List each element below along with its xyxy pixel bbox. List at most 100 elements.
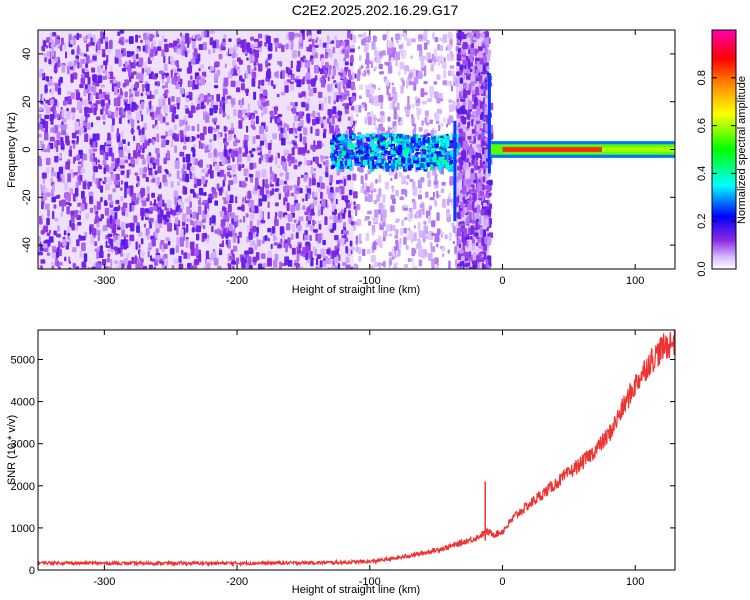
noise-cell xyxy=(135,34,139,43)
noise-cell xyxy=(207,92,211,97)
noise-cell xyxy=(480,85,485,89)
noise-cell xyxy=(56,251,60,258)
x-tick-label: -300 xyxy=(93,275,115,287)
signal-cell xyxy=(337,162,342,167)
noise-cell xyxy=(463,67,468,74)
noise-cell xyxy=(47,100,51,106)
noise-cell xyxy=(88,135,92,139)
noise-cell xyxy=(169,55,174,62)
noise-cell xyxy=(56,100,59,108)
signal-cell xyxy=(394,138,399,144)
noise-cell xyxy=(251,78,256,87)
noise-cell xyxy=(230,212,236,219)
noise-cell xyxy=(284,214,288,219)
noise-cell xyxy=(488,217,493,225)
noise-cell xyxy=(96,201,101,210)
noise-cell xyxy=(362,32,367,38)
signal-cell xyxy=(390,136,394,141)
x-tick-label: -100 xyxy=(359,576,381,588)
noise-cell xyxy=(483,55,488,64)
signal-cell xyxy=(398,137,401,141)
noise-cell xyxy=(145,177,149,183)
noise-cell xyxy=(38,113,42,119)
noise-cell xyxy=(46,167,50,174)
noise-cell xyxy=(389,129,392,134)
noise-cell xyxy=(364,103,368,112)
noise-cell xyxy=(202,224,206,230)
noise-cell xyxy=(194,258,200,266)
noise-cell xyxy=(258,198,263,207)
noise-cell xyxy=(306,160,311,166)
noise-cell xyxy=(114,158,117,167)
noise-cell xyxy=(93,107,97,116)
noise-cell xyxy=(253,243,258,250)
noise-cell xyxy=(208,49,211,55)
noise-cell xyxy=(209,217,212,226)
noise-cell xyxy=(235,139,241,143)
noise-cell xyxy=(411,114,414,119)
noise-cell xyxy=(100,213,104,219)
noise-cell xyxy=(394,246,397,252)
noise-cell xyxy=(214,117,218,123)
noise-cell xyxy=(84,133,89,142)
noise-cell xyxy=(350,33,353,41)
noise-cell xyxy=(174,145,177,154)
noise-cell xyxy=(83,107,86,112)
noise-cell xyxy=(82,196,86,204)
noise-cell xyxy=(267,201,270,209)
noise-cell xyxy=(219,230,223,237)
noise-cell xyxy=(176,102,180,110)
noise-cell xyxy=(40,229,45,235)
noise-cell xyxy=(260,140,265,146)
signal-cell xyxy=(379,133,384,136)
noise-cell xyxy=(80,168,86,174)
noise-cell xyxy=(337,213,341,220)
noise-cell xyxy=(185,33,190,43)
noise-cell xyxy=(196,179,202,187)
signal-cell xyxy=(336,165,342,171)
noise-cell xyxy=(459,64,464,71)
noise-cell xyxy=(133,87,138,91)
noise-cell xyxy=(174,60,177,66)
noise-cell xyxy=(134,91,140,97)
signal-cell xyxy=(439,137,444,141)
noise-cell xyxy=(312,199,318,206)
noise-cell xyxy=(286,79,291,83)
signal-cell xyxy=(398,161,402,166)
signal-cell xyxy=(444,142,447,149)
noise-cell xyxy=(73,172,79,176)
noise-cell xyxy=(475,52,478,57)
noise-cell xyxy=(299,133,302,142)
noise-cell xyxy=(149,158,153,165)
noise-cell xyxy=(201,169,205,173)
noise-cell xyxy=(96,222,100,228)
noise-cell xyxy=(156,46,162,51)
noise-cell xyxy=(114,260,118,265)
noise-cell xyxy=(61,64,66,73)
signal-cell xyxy=(338,145,343,150)
noise-cell xyxy=(100,31,103,38)
noise-cell xyxy=(353,34,357,44)
signal-cell xyxy=(364,156,369,160)
signal-cell xyxy=(334,135,338,140)
signal-cell xyxy=(369,156,374,160)
noise-cell xyxy=(58,261,63,266)
noise-cell xyxy=(124,189,127,198)
noise-cell xyxy=(329,223,333,230)
noise-cell xyxy=(460,47,466,55)
noise-cell xyxy=(189,201,192,208)
noise-cell xyxy=(367,70,370,74)
noise-cell xyxy=(51,261,56,266)
noise-cell xyxy=(399,196,404,201)
noise-cell xyxy=(274,188,280,192)
noise-cell xyxy=(136,225,140,233)
noise-cell xyxy=(97,159,100,163)
noise-cell xyxy=(91,67,96,73)
noise-cell xyxy=(135,241,138,250)
noise-cell xyxy=(118,59,122,67)
noise-cell xyxy=(252,233,257,238)
noise-cell xyxy=(142,86,145,93)
noise-cell xyxy=(170,69,173,79)
noise-cell xyxy=(221,41,226,47)
signal-cell xyxy=(345,152,350,159)
